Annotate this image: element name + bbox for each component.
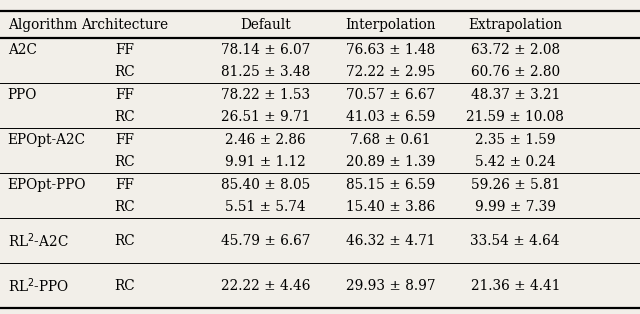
Text: 63.72 ± 2.08: 63.72 ± 2.08 (470, 43, 560, 57)
Text: RC: RC (115, 279, 135, 293)
Text: A2C: A2C (8, 43, 36, 57)
Text: 72.22 ± 2.95: 72.22 ± 2.95 (346, 65, 435, 78)
Text: Architecture: Architecture (81, 18, 168, 32)
Text: Default: Default (240, 18, 291, 32)
Text: RC: RC (115, 110, 135, 124)
Text: Algorithm: Algorithm (8, 18, 77, 32)
Text: 9.91 ± 1.12: 9.91 ± 1.12 (225, 154, 306, 169)
Text: RC: RC (115, 234, 135, 248)
Text: 21.59 ± 10.08: 21.59 ± 10.08 (467, 110, 564, 124)
Text: 78.22 ± 1.53: 78.22 ± 1.53 (221, 88, 310, 102)
Text: RL$^2$-PPO: RL$^2$-PPO (8, 277, 69, 295)
Text: 20.89 ± 1.39: 20.89 ± 1.39 (346, 154, 435, 169)
Text: 41.03 ± 6.59: 41.03 ± 6.59 (346, 110, 435, 124)
Text: 2.35 ± 1.59: 2.35 ± 1.59 (475, 133, 556, 147)
Text: 76.63 ± 1.48: 76.63 ± 1.48 (346, 43, 435, 57)
Text: 5.51 ± 5.74: 5.51 ± 5.74 (225, 200, 306, 214)
Text: Extrapolation: Extrapolation (468, 18, 563, 32)
Text: 15.40 ± 3.86: 15.40 ± 3.86 (346, 200, 435, 214)
Text: FF: FF (115, 133, 134, 147)
Text: 48.37 ± 3.21: 48.37 ± 3.21 (470, 88, 560, 102)
Text: 59.26 ± 5.81: 59.26 ± 5.81 (470, 178, 560, 192)
Text: 70.57 ± 6.67: 70.57 ± 6.67 (346, 88, 435, 102)
Text: 78.14 ± 6.07: 78.14 ± 6.07 (221, 43, 310, 57)
Text: 33.54 ± 4.64: 33.54 ± 4.64 (470, 234, 560, 248)
Text: 85.40 ± 8.05: 85.40 ± 8.05 (221, 178, 310, 192)
Text: EPOpt-PPO: EPOpt-PPO (8, 178, 86, 192)
Text: FF: FF (115, 43, 134, 57)
Text: 2.46 ± 2.86: 2.46 ± 2.86 (225, 133, 306, 147)
Text: EPOpt-A2C: EPOpt-A2C (8, 133, 86, 147)
Text: 45.79 ± 6.67: 45.79 ± 6.67 (221, 234, 310, 248)
Text: RC: RC (115, 65, 135, 78)
Text: Interpolation: Interpolation (345, 18, 436, 32)
Text: 29.93 ± 8.97: 29.93 ± 8.97 (346, 279, 435, 293)
Text: 5.42 ± 0.24: 5.42 ± 0.24 (475, 154, 556, 169)
Text: FF: FF (115, 88, 134, 102)
Text: PPO: PPO (8, 88, 37, 102)
Text: RC: RC (115, 200, 135, 214)
Text: FF: FF (115, 178, 134, 192)
Text: 81.25 ± 3.48: 81.25 ± 3.48 (221, 65, 310, 78)
Text: 9.99 ± 7.39: 9.99 ± 7.39 (475, 200, 556, 214)
Text: 26.51 ± 9.71: 26.51 ± 9.71 (221, 110, 310, 124)
Text: RC: RC (115, 154, 135, 169)
Text: 46.32 ± 4.71: 46.32 ± 4.71 (346, 234, 435, 248)
Text: 85.15 ± 6.59: 85.15 ± 6.59 (346, 178, 435, 192)
Text: 21.36 ± 4.41: 21.36 ± 4.41 (470, 279, 560, 293)
Text: 7.68 ± 0.61: 7.68 ± 0.61 (350, 133, 431, 147)
Text: 60.76 ± 2.80: 60.76 ± 2.80 (470, 65, 560, 78)
Text: 22.22 ± 4.46: 22.22 ± 4.46 (221, 279, 310, 293)
Text: RL$^2$-A2C: RL$^2$-A2C (8, 231, 68, 250)
